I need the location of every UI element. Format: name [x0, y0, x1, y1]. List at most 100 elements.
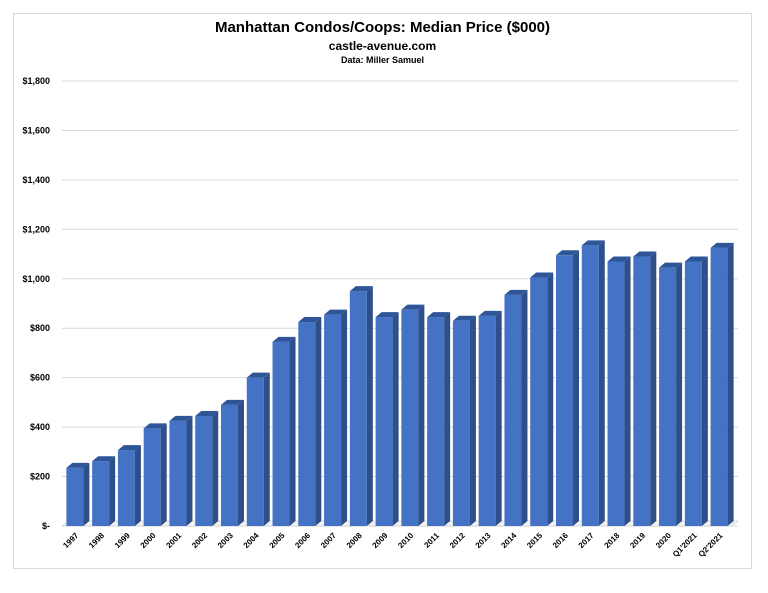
bar-top [298, 317, 322, 323]
bar [555, 255, 574, 526]
bar-top [143, 423, 167, 429]
chart-subtitle: castle-avenue.com [328, 39, 437, 53]
x-tick-label: 2005 [268, 531, 287, 550]
x-tick-label: 2013 [474, 531, 493, 550]
bar-side [315, 317, 322, 526]
bar-side [598, 240, 605, 526]
x-tick-label: 2003 [216, 531, 235, 550]
bar-top [452, 315, 476, 321]
bar-top [659, 262, 683, 268]
bar [117, 450, 135, 526]
bar [272, 341, 290, 526]
y-tick-label: $- [42, 521, 50, 531]
x-tick-label: Q1'2021 [671, 531, 699, 559]
x-tick-label: 2001 [164, 531, 183, 550]
bar-side [109, 456, 116, 526]
bar-top [117, 445, 141, 451]
bar-top [169, 415, 193, 421]
bar-top [195, 410, 219, 416]
bar-side [341, 309, 348, 526]
bar [607, 261, 625, 526]
bar-side [727, 242, 734, 526]
x-tick-label: 2015 [525, 531, 544, 550]
bar-top [427, 312, 451, 318]
bar-top [504, 289, 528, 295]
bar [710, 247, 728, 526]
bar [66, 467, 84, 526]
y-tick-label: $1,800 [22, 76, 50, 86]
bar-top [220, 399, 245, 405]
x-tick-label: 2020 [654, 531, 673, 550]
bar [581, 245, 599, 526]
bar-top [375, 312, 399, 318]
x-tick-label: Q2'2021 [697, 531, 725, 559]
bar-side [212, 410, 219, 526]
bar-side [444, 312, 451, 526]
bar-top [401, 304, 425, 310]
bar-side [701, 256, 708, 526]
y-tick-label: $400 [30, 422, 50, 432]
bar-top [710, 242, 734, 248]
bar-side [521, 289, 528, 526]
y-tick-label: $1,600 [22, 125, 50, 135]
bar [246, 377, 264, 526]
bar-side [547, 272, 554, 526]
bar [92, 461, 110, 526]
y-tick-label: $600 [30, 373, 50, 383]
bar [349, 291, 367, 526]
bar [633, 256, 651, 526]
bar [530, 277, 548, 526]
bar-top [246, 372, 270, 378]
bar [684, 261, 702, 526]
bar-side [134, 445, 141, 526]
x-tick-label: 2004 [242, 531, 261, 550]
x-tick-label: 2014 [499, 531, 518, 550]
bar-top [607, 256, 631, 262]
bar-side [238, 399, 245, 526]
x-tick-label: 2016 [551, 531, 570, 550]
y-tick-label: $1,200 [22, 224, 50, 234]
x-tick-label: 2006 [293, 531, 312, 550]
bar-side [573, 250, 580, 526]
bar [375, 317, 393, 526]
x-tick-label: 2012 [448, 531, 467, 550]
x-tick-label: 1998 [87, 531, 106, 550]
bar-side [650, 251, 657, 526]
x-tick-label: 2002 [190, 531, 209, 550]
bar [478, 315, 496, 526]
bar-side [160, 423, 167, 526]
bar-side [624, 256, 631, 526]
bar [427, 317, 445, 526]
y-tick-label: $200 [30, 472, 50, 482]
bar-top [633, 251, 657, 257]
bar-side [418, 304, 425, 526]
chart-title: Manhattan Condos/Coops: Median Price ($0… [214, 19, 551, 36]
bar-side [495, 310, 502, 526]
x-tick-label: 2007 [319, 531, 338, 550]
bar-side [392, 312, 399, 526]
bar [452, 320, 470, 526]
chart-source: Data: Miller Samuel [340, 55, 425, 65]
bar [169, 420, 187, 526]
bar-top [272, 336, 296, 342]
bar-side [186, 415, 193, 526]
x-tick-label: 2010 [396, 531, 415, 550]
bar-top [530, 272, 554, 278]
x-tick-label: 2000 [139, 531, 158, 550]
bar [143, 428, 161, 526]
x-tick-label: 1997 [61, 531, 80, 550]
x-tick-label: 2011 [422, 531, 441, 550]
y-tick-label: $1,400 [22, 175, 50, 185]
x-tick-label: 2018 [603, 531, 622, 550]
bar [220, 404, 239, 526]
bar-top [66, 462, 90, 468]
x-tick-label: 2017 [577, 531, 596, 550]
bar [659, 267, 677, 526]
bar-top [478, 310, 502, 316]
x-tick-label: 2009 [371, 531, 390, 550]
bar-side [469, 315, 476, 526]
bar-side [83, 462, 90, 526]
bar-side [289, 336, 296, 526]
bar-top [684, 256, 708, 262]
